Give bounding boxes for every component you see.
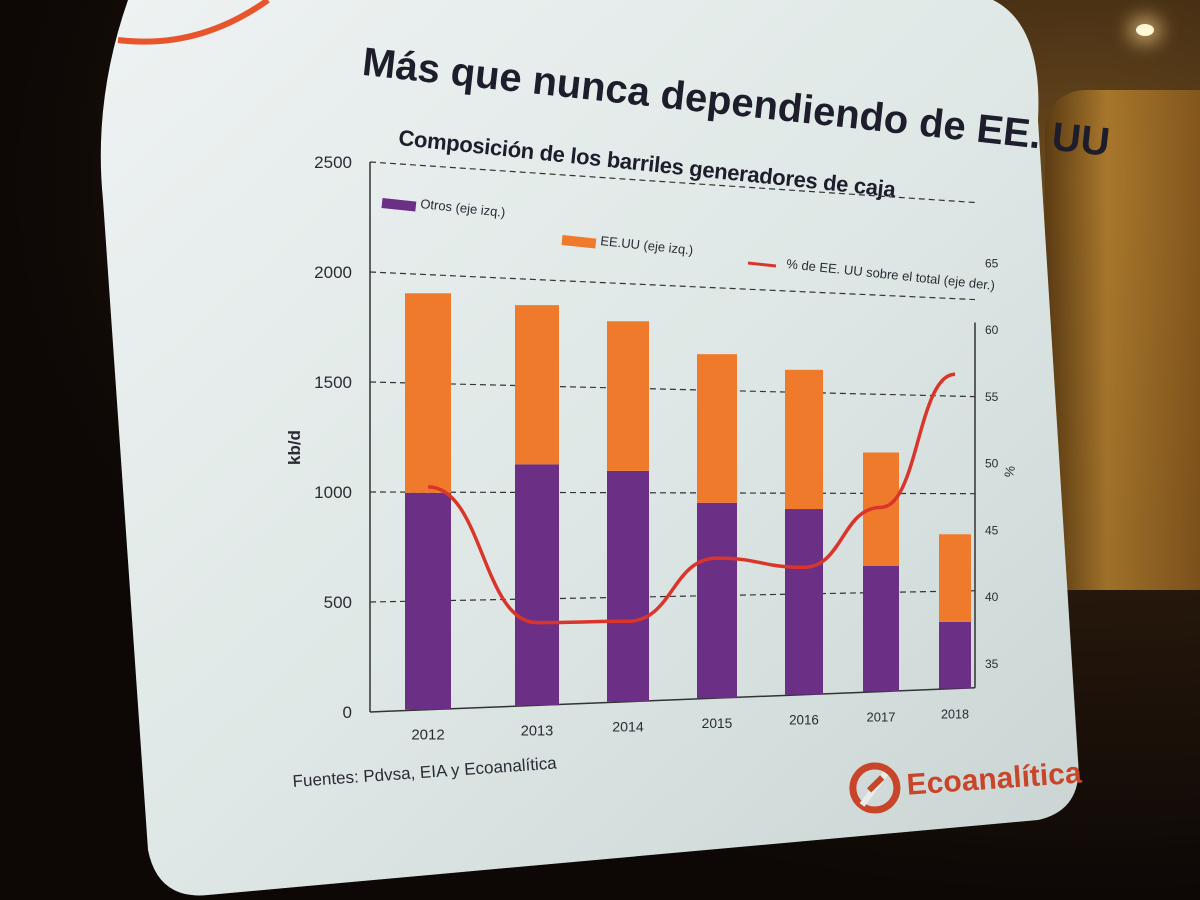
bar-otros (515, 464, 559, 706)
y-tick-label: 1000 (314, 483, 352, 502)
bar-eeuu (515, 305, 559, 465)
y2-tick-label: 35 (985, 657, 999, 671)
x-tick-label: 2012 (411, 727, 444, 744)
x-axis-line (369, 687, 976, 713)
bar-eeuu (607, 321, 649, 471)
ceiling-light (1136, 24, 1154, 36)
y-axis-label: kb/d (285, 430, 304, 465)
x-tick-label: 2014 (612, 720, 644, 736)
gridline (369, 381, 976, 398)
line-pct-eeuu (427, 372, 956, 625)
x-tick-label: 2018 (941, 708, 969, 722)
y-tick-label: 1500 (314, 373, 352, 392)
bar-otros (785, 509, 823, 695)
legend-swatch (381, 198, 417, 212)
y2-axis-label: % (1001, 464, 1018, 478)
x-tick-label: 2013 (521, 723, 553, 739)
projector-screen (100, 0, 1079, 896)
ecoanalitica-logo-icon (849, 762, 901, 814)
legend-swatch (561, 235, 597, 249)
y-tick-label: 2000 (314, 263, 352, 282)
x-tick-label: 2016 (789, 713, 819, 728)
legend-label: Otros (eje izq.) (420, 196, 506, 220)
y2-tick-label: 45 (985, 523, 999, 537)
legend-label: % de EE. UU sobre el total (eje der.) (786, 256, 996, 293)
legend-label: EE.UU (eje izq.) (600, 233, 694, 258)
bar-otros (697, 502, 737, 699)
bar-eeuu (697, 354, 737, 503)
y-tick-label: 2500 (314, 153, 352, 172)
y2-tick-label: 60 (985, 323, 999, 337)
bar-otros (405, 492, 451, 710)
gridline (369, 161, 976, 204)
bar-eeuu (939, 534, 971, 622)
bar-otros (607, 470, 649, 702)
brand-name: Ecoanalítica (905, 756, 1083, 802)
room-wall-panel (1045, 90, 1200, 590)
gridline (369, 271, 976, 301)
y-tick-label: 500 (324, 593, 352, 612)
brand-logo: Ecoanalítica (845, 746, 1083, 818)
bar-otros (939, 621, 971, 689)
y2-tick-label: 40 (985, 590, 999, 604)
legend-swatch (747, 261, 777, 268)
bar-eeuu (405, 293, 451, 493)
chart-legend: Otros (eje izq.) EE.UU (eje izq.) % de EE.… (381, 196, 996, 293)
bar-otros (863, 565, 899, 692)
x-tick-label: 2017 (867, 710, 896, 725)
y2-tick-label: 50 (985, 457, 999, 471)
y2-tick-label: 65 (985, 257, 999, 271)
bar-eeuu (785, 369, 823, 510)
x-tick-label: 2015 (702, 716, 733, 731)
y-tick-label: 0 (343, 703, 352, 722)
y2-tick-label: 55 (985, 390, 999, 404)
